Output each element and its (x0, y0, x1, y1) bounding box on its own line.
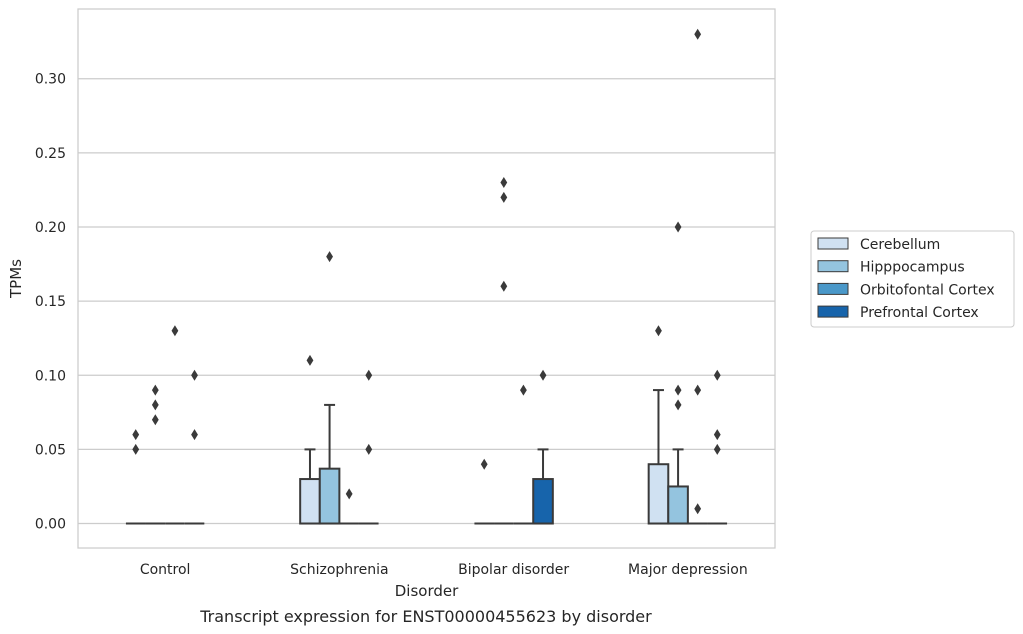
box-hipppocampus-control (145, 384, 166, 525)
box-prefrontal-cortex-schizophrenia (358, 369, 379, 525)
outlier-point (694, 28, 702, 40)
legend-label: Cerebellum (860, 237, 940, 253)
box-prefrontal-cortex-control (184, 369, 205, 525)
box-cerebellum-major-depression (647, 325, 670, 525)
outlier-point (500, 191, 508, 203)
outlier-point (713, 429, 721, 441)
outlier-point (480, 458, 488, 470)
box-orbitofontal-cortex-schizophrenia (339, 488, 359, 525)
gridlines (78, 78, 775, 525)
outlier-point (345, 488, 353, 500)
box-body (667, 485, 689, 525)
y-tick-label: 0.00 (35, 517, 66, 533)
y-tick-label: 0.30 (35, 72, 66, 88)
box-body (532, 478, 554, 525)
outlier-point (326, 251, 333, 263)
box-hipppocampus-major-depression (667, 221, 689, 525)
box-orbitofontal-cortex-control (165, 325, 185, 525)
outlier-point (500, 280, 508, 292)
outlier-point (674, 384, 682, 396)
box-body (318, 467, 341, 525)
outlier-point (191, 429, 198, 441)
outlier-point (132, 429, 140, 441)
outlier-point (674, 221, 682, 233)
x-axis-label: Disorder (395, 582, 459, 600)
outlier-point (713, 369, 721, 381)
box-cerebellum-control (125, 429, 146, 525)
y-tick-label: 0.15 (35, 294, 66, 310)
outlier-point (500, 176, 508, 188)
box-prefrontal-cortex-bipolar-disorder (532, 369, 554, 525)
x-tick-label: Control (140, 562, 191, 578)
legend-swatch (817, 305, 849, 318)
legend: Cerebellum Hipppocampus Orbitofontal Corte… (810, 230, 1015, 328)
y-tick-label: 0.05 (35, 442, 66, 458)
outlier-point (694, 503, 702, 515)
outlier-point (171, 325, 179, 337)
outlier-point (151, 384, 159, 396)
x-tick-label: Schizophrenia (290, 562, 388, 578)
x-tick-label: Major depression (628, 562, 748, 578)
box-cerebellum-schizophrenia (299, 354, 321, 525)
box-body (299, 478, 321, 525)
outlier-point (694, 384, 702, 396)
outlier-point (365, 443, 373, 455)
y-tick-label: 0.10 (35, 368, 66, 384)
chart-caption: Transcript expression for ENST0000045562… (199, 607, 652, 626)
box-orbitofontal-cortex-bipolar-disorder (513, 384, 534, 525)
outlier-point (151, 414, 159, 426)
y-tick-label: 0.25 (35, 146, 66, 162)
legend-frame (810, 230, 1015, 328)
outlier-point (520, 384, 527, 396)
outlier-point (132, 443, 140, 455)
outlier-point (365, 369, 373, 381)
outlier-point (674, 399, 682, 411)
outlier-point (151, 399, 159, 411)
y-axis-ticks: 0.00 0.05 0.10 0.15 0.20 0.25 0.30 (35, 72, 66, 533)
legend-label: Hipppocampus (860, 260, 965, 276)
y-axis-label: TPMs (7, 259, 25, 299)
legend-label: Prefrontal Cortex (860, 305, 979, 321)
box-body (647, 463, 670, 525)
plot-frame (77, 8, 776, 549)
legend-swatch (817, 282, 849, 295)
y-tick-label: 0.20 (35, 220, 66, 236)
legend-swatch (817, 237, 849, 250)
box-cerebellum-bipolar-disorder (474, 458, 495, 525)
outlier-point (306, 354, 314, 366)
box-orbitofontal-cortex-major-depression (687, 28, 708, 525)
legend-swatch (817, 260, 849, 273)
outlier-point (191, 369, 198, 381)
legend-label: Orbitofontal Cortex (860, 282, 995, 298)
box-hipppocampus-schizophrenia (318, 251, 341, 525)
box-prefrontal-cortex-major-depression (707, 369, 728, 525)
outlier-point (713, 443, 721, 455)
box-plot-area (125, 28, 728, 525)
box-hipppocampus-bipolar-disorder (494, 176, 514, 525)
x-tick-label: Bipolar disorder (458, 562, 569, 578)
outlier-point (539, 369, 547, 381)
outlier-point (655, 325, 662, 337)
x-axis-ticks: Control Schizophrenia Bipolar disorder Majo… (140, 562, 748, 578)
